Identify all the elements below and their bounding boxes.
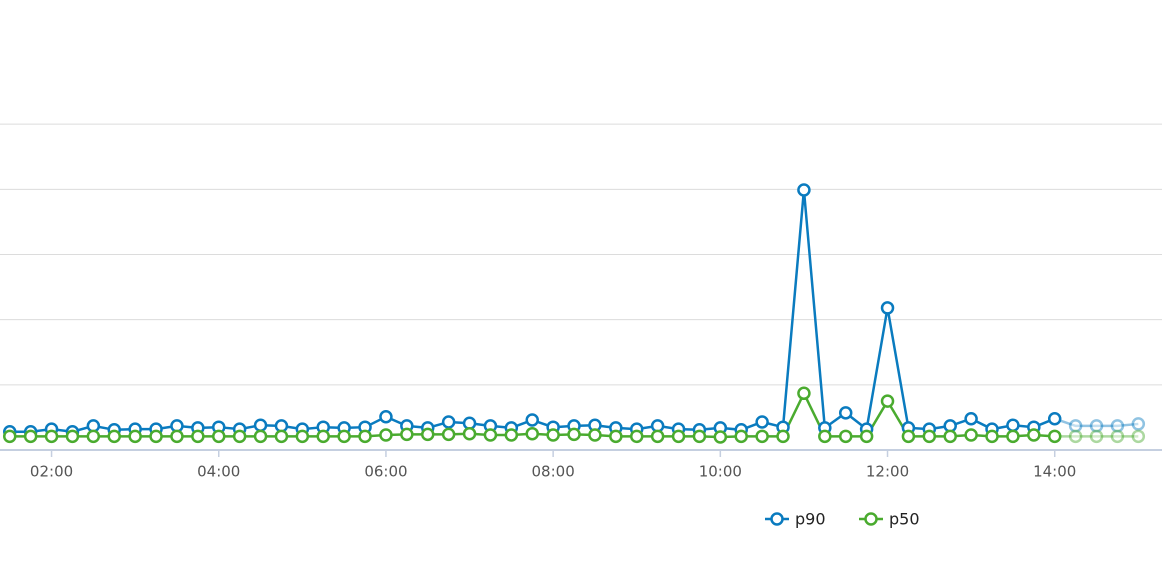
data-point (1006, 429, 1020, 444)
data-point (107, 429, 121, 444)
data-point (880, 301, 895, 315)
data-point (671, 429, 686, 444)
data-point (23, 429, 38, 444)
data-point (692, 429, 707, 444)
data-point (1110, 419, 1125, 433)
data-point (546, 428, 560, 442)
x-tick-label: 10:00 (699, 463, 742, 481)
x-tick-label: 02:00 (30, 463, 73, 481)
data-point (567, 427, 581, 442)
data-point (211, 429, 226, 444)
data-point (1110, 429, 1125, 444)
data-point (1027, 428, 1041, 442)
data-point (755, 415, 769, 429)
data-point (170, 429, 184, 444)
data-point (964, 428, 978, 442)
x-tick-label: 12:00 (866, 463, 909, 481)
data-point (316, 429, 330, 444)
data-point (462, 426, 477, 441)
x-tick-label: 14:00 (1033, 463, 1076, 481)
series-line (1054, 417, 1139, 428)
data-point (1068, 419, 1083, 433)
legend: p90 p50 (765, 510, 920, 529)
data-point (191, 429, 205, 444)
data-point (734, 429, 748, 444)
data-point (838, 429, 853, 444)
series-line (9, 189, 1056, 434)
data-point (609, 429, 623, 444)
data-point (797, 183, 811, 197)
data-point (337, 429, 351, 444)
data-point (1006, 418, 1020, 432)
data-point (504, 428, 519, 442)
data-point (253, 429, 268, 444)
legend-marker (770, 512, 784, 526)
data-point (964, 411, 978, 426)
data-point (1047, 411, 1062, 426)
data-point (629, 429, 644, 444)
data-point (483, 428, 498, 442)
data-point (441, 415, 456, 429)
data-point (65, 429, 80, 444)
data-point (149, 429, 163, 444)
data-point (838, 406, 853, 420)
legend-label: p50 (889, 510, 920, 529)
data-point (44, 429, 59, 444)
data-point (776, 429, 790, 444)
data-point (943, 429, 957, 444)
data-point (379, 410, 393, 424)
data-point (1089, 419, 1104, 433)
data-point (3, 429, 17, 444)
data-point (253, 418, 268, 432)
data-point (358, 429, 372, 444)
data-point (922, 429, 937, 444)
data-point (859, 429, 874, 444)
data-point (232, 429, 247, 444)
legend-marker (864, 512, 878, 526)
data-point (880, 394, 895, 408)
data-point (1089, 429, 1104, 444)
data-point (379, 428, 393, 442)
data-point (901, 429, 916, 444)
data-point (797, 386, 811, 401)
data-point (588, 428, 602, 442)
data-point (274, 429, 289, 444)
data-point (1131, 429, 1146, 444)
data-point (818, 429, 832, 444)
data-point (525, 426, 539, 441)
data-point (128, 429, 142, 444)
data-point (985, 429, 999, 444)
data-point (400, 427, 414, 442)
data-point (755, 429, 769, 444)
x-tick-label: 06:00 (364, 463, 407, 481)
data-point (1047, 429, 1062, 444)
x-tick-label: 04:00 (197, 463, 240, 481)
data-point (420, 427, 435, 442)
data-point (441, 427, 456, 442)
data-point (525, 413, 539, 427)
data-point (86, 429, 101, 444)
data-point (650, 429, 665, 444)
data-point (295, 429, 310, 444)
data-point (1131, 417, 1146, 431)
x-tick-label: 08:00 (532, 463, 575, 481)
data-point (1068, 429, 1083, 444)
legend-label: p90 (795, 510, 826, 529)
data-point (713, 430, 728, 444)
